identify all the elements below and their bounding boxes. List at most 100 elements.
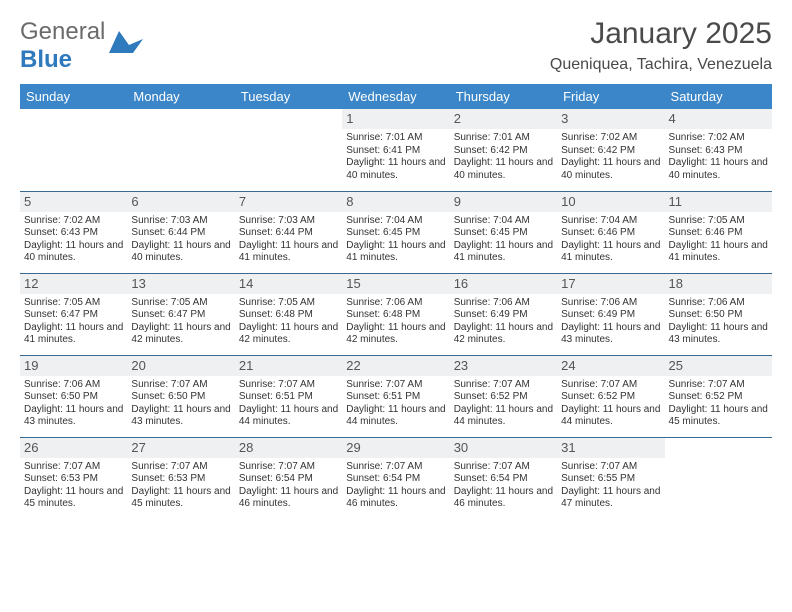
weekday-header-row: SundayMondayTuesdayWednesdayThursdayFrid…: [20, 84, 772, 109]
day-info: Sunrise: 7:07 AMSunset: 6:51 PMDaylight:…: [346, 379, 445, 429]
week-row: 5Sunrise: 7:02 AMSunset: 6:43 PMDaylight…: [20, 191, 772, 273]
week-row: 12 Sunrise: 7:05 AMSunset: 6:47 PMDayligh…: [20, 273, 772, 355]
month-year: January 2025: [550, 18, 772, 50]
day-number: 21: [235, 356, 342, 376]
week-row: 19Sunrise: 7:06 AMSunset: 6:50 PMDayligh…: [20, 355, 772, 437]
day-cell: 20Sunrise: 7:07 AMSunset: 6:50 PMDayligh…: [127, 355, 234, 437]
weekday-thursday: Thursday: [450, 84, 557, 109]
day-info: Sunrise: 7:06 AMSunset: 6:48 PMDaylight:…: [346, 297, 445, 347]
day-number: 28: [235, 438, 342, 458]
day-info: Sunrise: 7:04 AMSunset: 6:45 PMDaylight:…: [454, 215, 553, 265]
day-info: Sunrise: 7:07 AMSunset: 6:54 PMDaylight:…: [346, 461, 445, 511]
day-cell: 25 Sunrise: 7:07 AMSunset: 6:52 PMDayligh…: [665, 355, 772, 437]
title-block: January 2025 Queniquea, Tachira, Venezue…: [550, 18, 772, 74]
day-cell: .: [127, 109, 234, 191]
day-info: Sunrise: 7:04 AMSunset: 6:46 PMDaylight:…: [561, 215, 660, 265]
day-info: Sunrise: 7:07 AMSunset: 6:53 PMDaylight:…: [131, 461, 230, 511]
day-info: Sunrise: 7:02 AMSunset: 6:43 PMDaylight:…: [24, 215, 123, 265]
day-info: Sunrise: 7:05 AMSunset: 6:47 PMDaylight:…: [24, 297, 123, 347]
day-number: 10: [557, 192, 664, 212]
day-info: Sunrise: 7:04 AMSunset: 6:45 PMDaylight:…: [346, 215, 445, 265]
calendar-body: ...1Sunrise: 7:01 AMSunset: 6:41 PMDayli…: [20, 109, 772, 519]
day-number: 18: [665, 274, 772, 294]
day-number: 25: [665, 356, 772, 376]
day-info: Sunrise: 7:03 AMSunset: 6:44 PMDaylight:…: [239, 215, 338, 265]
day-cell: 21Sunrise: 7:07 AMSunset: 6:51 PMDayligh…: [235, 355, 342, 437]
day-info: Sunrise: 7:07 AMSunset: 6:54 PMDaylight:…: [454, 461, 553, 511]
day-cell: 27 Sunrise: 7:07 AMSunset: 6:53 PMDayligh…: [127, 437, 234, 519]
weekday-monday: Monday: [127, 84, 234, 109]
day-number: 9: [450, 192, 557, 212]
day-info: Sunrise: 7:07 AMSunset: 6:52 PMDaylight:…: [669, 379, 768, 429]
brand-part1: General: [20, 18, 105, 45]
day-number: 29: [342, 438, 449, 458]
day-number: 15: [342, 274, 449, 294]
day-number: 26: [20, 438, 127, 458]
day-info: Sunrise: 7:06 AMSunset: 6:49 PMDaylight:…: [454, 297, 553, 347]
calendar-table: SundayMondayTuesdayWednesdayThursdayFrid…: [20, 84, 772, 519]
day-number: 24: [557, 356, 664, 376]
day-number: 17: [557, 274, 664, 294]
weekday-friday: Friday: [557, 84, 664, 109]
day-cell: 7 Sunrise: 7:03 AMSunset: 6:44 PMDaylight…: [235, 191, 342, 273]
day-info: Sunrise: 7:01 AMSunset: 6:42 PMDaylight:…: [454, 132, 553, 182]
day-cell: 29 Sunrise: 7:07 AMSunset: 6:54 PMDayligh…: [342, 437, 449, 519]
day-cell: 2 Sunrise: 7:01 AMSunset: 6:42 PMDaylight…: [450, 109, 557, 191]
day-cell: 14Sunrise: 7:05 AMSunset: 6:48 PMDayligh…: [235, 273, 342, 355]
day-cell: 11 Sunrise: 7:05 AMSunset: 6:46 PMDayligh…: [665, 191, 772, 273]
day-cell: 31 Sunrise: 7:07 AMSunset: 6:55 PMDayligh…: [557, 437, 664, 519]
day-number: 19: [20, 356, 127, 376]
day-cell: 5Sunrise: 7:02 AMSunset: 6:43 PMDaylight…: [20, 191, 127, 273]
day-cell: 22 Sunrise: 7:07 AMSunset: 6:51 PMDayligh…: [342, 355, 449, 437]
day-number: 16: [450, 274, 557, 294]
day-cell: 10 Sunrise: 7:04 AMSunset: 6:46 PMDayligh…: [557, 191, 664, 273]
day-cell: 13Sunrise: 7:05 AMSunset: 6:47 PMDayligh…: [127, 273, 234, 355]
weekday-sunday: Sunday: [20, 84, 127, 109]
day-number: 7: [235, 192, 342, 212]
day-number: 6: [127, 192, 234, 212]
day-cell: 12 Sunrise: 7:05 AMSunset: 6:47 PMDayligh…: [20, 273, 127, 355]
weekday-saturday: Saturday: [665, 84, 772, 109]
day-cell: 8 Sunrise: 7:04 AMSunset: 6:45 PMDaylight…: [342, 191, 449, 273]
day-number: 2: [450, 109, 557, 129]
day-number: 23: [450, 356, 557, 376]
day-cell: 23Sunrise: 7:07 AMSunset: 6:52 PMDayligh…: [450, 355, 557, 437]
day-cell: 26 Sunrise: 7:07 AMSunset: 6:53 PMDayligh…: [20, 437, 127, 519]
day-number: 12: [20, 274, 127, 294]
day-number: 27: [127, 438, 234, 458]
day-info: Sunrise: 7:02 AMSunset: 6:43 PMDaylight:…: [669, 132, 768, 182]
day-cell: .: [235, 109, 342, 191]
day-number: 14: [235, 274, 342, 294]
day-info: Sunrise: 7:07 AMSunset: 6:54 PMDaylight:…: [239, 461, 338, 511]
day-number: 20: [127, 356, 234, 376]
brand-mark-icon: [109, 31, 143, 62]
day-number: 11: [665, 192, 772, 212]
day-number: 31: [557, 438, 664, 458]
day-number: 4: [665, 109, 772, 129]
day-number: 1: [342, 109, 449, 129]
day-number: 22: [342, 356, 449, 376]
day-info: Sunrise: 7:07 AMSunset: 6:53 PMDaylight:…: [24, 461, 123, 511]
day-number: 8: [342, 192, 449, 212]
day-info: Sunrise: 7:06 AMSunset: 6:50 PMDaylight:…: [669, 297, 768, 347]
day-cell: 19Sunrise: 7:06 AMSunset: 6:50 PMDayligh…: [20, 355, 127, 437]
day-cell: 28 Sunrise: 7:07 AMSunset: 6:54 PMDayligh…: [235, 437, 342, 519]
week-row: 26Sunrise: 7:07 AMSunset: 6:53 PMDayligh…: [20, 437, 772, 519]
day-info: Sunrise: 7:01 AMSunset: 6:41 PMDaylight:…: [346, 132, 445, 182]
day-cell: 6Sunrise: 7:03 AMSunset: 6:44 PMDaylight…: [127, 191, 234, 273]
day-info: Sunrise: 7:05 AMSunset: 6:46 PMDaylight:…: [669, 215, 768, 265]
day-cell: 17Sunrise: 7:06 AMSunset: 6:49 PMDayligh…: [557, 273, 664, 355]
week-row: ...1Sunrise: 7:01 AMSunset: 6:41 PMDayli…: [20, 109, 772, 191]
day-number: 30: [450, 438, 557, 458]
day-cell: 3Sunrise: 7:02 AMSunset: 6:42 PMDaylight…: [557, 109, 664, 191]
day-cell: 1 Sunrise: 7:01 AMSunset: 6:41 PMDaylight…: [342, 109, 449, 191]
brand-part2: Blue: [20, 46, 72, 73]
day-info: Sunrise: 7:07 AMSunset: 6:52 PMDaylight:…: [561, 379, 660, 429]
weekday-wednesday: Wednesday: [342, 84, 449, 109]
day-cell: 24 Sunrise: 7:07 AMSunset: 6:52 PMDayligh…: [557, 355, 664, 437]
day-cell: 4 Sunrise: 7:02 AMSunset: 6:43 PMDaylight…: [665, 109, 772, 191]
day-cell: 30 Sunrise: 7:07 AMSunset: 6:54 PMDayligh…: [450, 437, 557, 519]
header-row: General Blue January 2025 Queniquea, Tac…: [20, 18, 772, 74]
day-number: 3: [557, 109, 664, 129]
day-info: Sunrise: 7:07 AMSunset: 6:55 PMDaylight:…: [561, 461, 660, 511]
